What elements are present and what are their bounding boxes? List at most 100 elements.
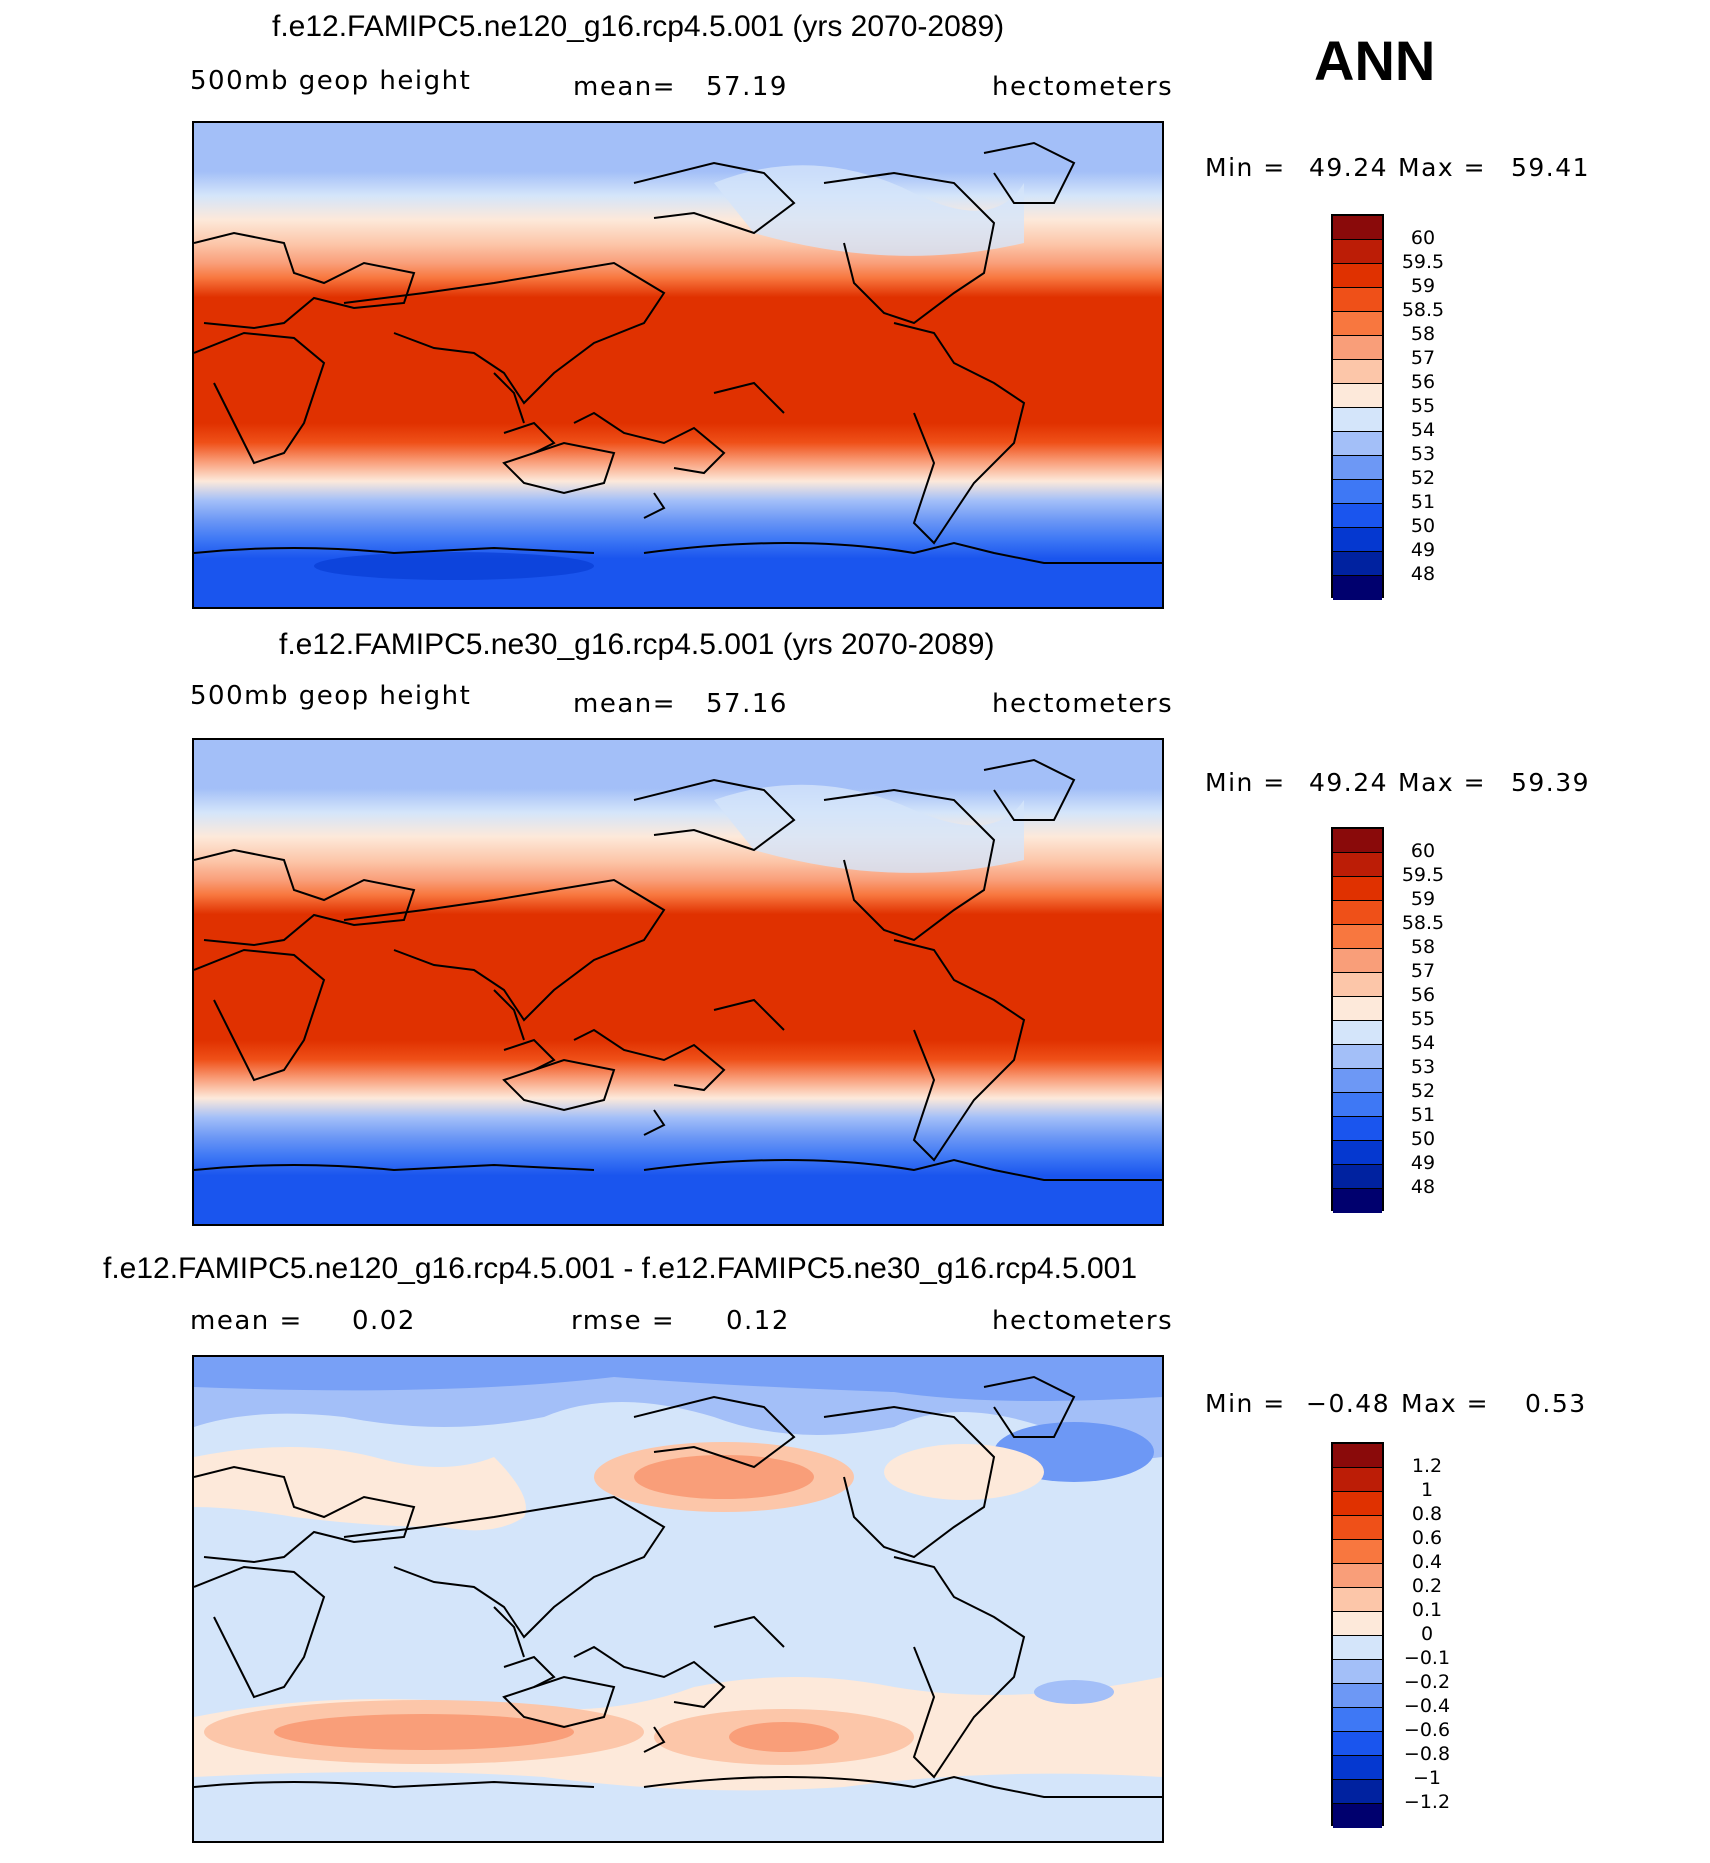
panel1-colorbar (1331, 214, 1384, 600)
panel3-colorbar-swatch (1333, 1732, 1382, 1756)
panel3-southern-core-west (274, 1714, 574, 1750)
panel2-colorbar-swatch (1333, 1117, 1382, 1141)
panel3-map (192, 1355, 1164, 1843)
panel2-colorbar-swatch (1333, 1021, 1382, 1045)
panel1-colorbar-swatch (1333, 264, 1382, 288)
panel1-colorbar-tick: 51 (1410, 491, 1436, 513)
panel1-colorbar-swatch (1333, 456, 1382, 480)
panel2-colorbar-tick: 53 (1410, 1056, 1436, 1078)
panel1-colorbar-tick: 59 (1410, 275, 1436, 297)
panel3-colorbar-tick: −1.2 (1403, 1791, 1451, 1813)
panel1-colorbar-tick: 49 (1410, 539, 1436, 561)
panel1-coastlines (194, 141, 1162, 564)
panel1-colorbar-tick: 48 (1410, 563, 1436, 585)
panel2-colorbar-swatch (1333, 1069, 1382, 1093)
panel2-min-label: Min = (1205, 768, 1286, 797)
panel3-colorbar-swatch (1333, 1780, 1382, 1804)
panel1-colorbar-tick: 58 (1410, 323, 1436, 345)
panel1-title: f.e12.FAMIPC5.ne120_g16.rcp4.5.001 (yrs … (272, 10, 1005, 43)
panel1-colorbar-swatch (1333, 408, 1382, 432)
panel3-max-value: 0.53 (1525, 1389, 1587, 1418)
panel1-max-value: 59.41 (1511, 153, 1591, 182)
panel3-colorbar-tick: 0.2 (1411, 1575, 1443, 1597)
panel3-colorbar-tick: 1.2 (1411, 1455, 1443, 1477)
panel3-colorbar-swatch (1333, 1516, 1382, 1540)
panel3-mean-label: mean = (190, 1306, 303, 1336)
panel3-colorbar-tick: 0.6 (1411, 1527, 1443, 1549)
panel3-colorbar-tick: 0.8 (1411, 1503, 1443, 1525)
panel1-colorbar-swatch (1333, 504, 1382, 528)
panel2-coastlines (194, 758, 1162, 1181)
panel1-colorbar-tick: 57 (1410, 347, 1436, 369)
panel3-min-label: Min = (1205, 1389, 1286, 1418)
panel2-colorbar-tick: 56 (1410, 984, 1436, 1006)
panel1-colorbar-swatch (1333, 480, 1382, 504)
panel2-max-label: Max = (1398, 768, 1487, 797)
panel1-min-label: Min = (1205, 153, 1286, 182)
panel3-southern-core-east (729, 1722, 839, 1752)
panel2-colorbar-tick: 57 (1410, 960, 1436, 982)
panel3-colorbar-swatch (1333, 1492, 1382, 1516)
panel2-colorbar-tick: 48 (1410, 1176, 1436, 1198)
panel2-colorbar-tick: 58 (1410, 936, 1436, 958)
panel1-colorbar-swatch (1333, 240, 1382, 264)
panel3-colorbar-tick: 0.1 (1411, 1599, 1443, 1621)
panel1-pacific-trough (714, 165, 1024, 256)
panel2-colorbar-swatch (1333, 949, 1382, 973)
panel2-colorbar-swatch (1333, 829, 1382, 853)
panel2-colorbar-tick: 59 (1410, 888, 1436, 910)
panel2-colorbar-swatch (1333, 997, 1382, 1021)
panel1-colorbar-tick: 53 (1410, 443, 1436, 465)
panel1-colorbar-swatch (1333, 552, 1382, 576)
panel3-units: hectometers (992, 1306, 1174, 1336)
panel3-pacific-core (634, 1455, 814, 1499)
panel2-pacific-trough (714, 784, 1024, 873)
panel3-colorbar-swatch (1333, 1660, 1382, 1684)
panel1-colorbar-tick: 55 (1410, 395, 1436, 417)
panel1-min-value: 49.24 (1309, 153, 1389, 182)
panel3-rmse-value: 0.12 (726, 1306, 790, 1336)
panel3-colorbar-tick: 0.4 (1411, 1551, 1443, 1573)
panel1-colorbar-tick: 60 (1410, 227, 1436, 249)
panel2-colorbar-swatch (1333, 1045, 1382, 1069)
panel3-title: f.e12.FAMIPC5.ne120_g16.rcp4.5.001 - f.e… (103, 1252, 1138, 1285)
panel3-colorbar-swatch (1333, 1636, 1382, 1660)
season-label: ANN (1314, 29, 1436, 92)
panel2-colorbar-swatch (1333, 1093, 1382, 1117)
panel2-colorbar-tick: 55 (1410, 1008, 1436, 1030)
panel3-south-atlantic-negative (1034, 1680, 1114, 1704)
panel2-colorbar-tick: 54 (1410, 1032, 1436, 1054)
panel1-colorbar-tick: 52 (1410, 467, 1436, 489)
panel3-colorbar-swatch (1333, 1468, 1382, 1492)
panel2-colorbar-swatch (1333, 901, 1382, 925)
panel3-colorbar-swatch (1333, 1444, 1382, 1468)
panel2-colorbar-tick: 52 (1410, 1080, 1436, 1102)
panel3-colorbar-swatch (1333, 1756, 1382, 1780)
panel1-colorbar-swatch (1333, 576, 1382, 600)
panel2-colorbar-tick: 60 (1410, 840, 1436, 862)
panel2-colorbar-tick: 51 (1410, 1104, 1436, 1126)
panel3-colorbar-tick: 1 (1420, 1479, 1434, 1501)
panel2-colorbar-tick: 59.5 (1401, 864, 1445, 886)
panel3-colorbar-tick: −0.8 (1403, 1743, 1451, 1765)
panel1-colorbar-swatch (1333, 432, 1382, 456)
panel3-colorbar-swatch (1333, 1708, 1382, 1732)
panel1-colorbar-swatch (1333, 384, 1382, 408)
panel2-colorbar-swatch (1333, 877, 1382, 901)
panel3-eurasia-positive (194, 1447, 526, 1531)
panel3-max-label: Max = (1401, 1389, 1490, 1418)
panel3-colorbar-tick: −0.4 (1403, 1695, 1451, 1717)
panel3-colorbar-swatch (1333, 1564, 1382, 1588)
panel3-arctic-core (194, 1357, 1162, 1401)
panel3-colorbar-tick: −0.6 (1403, 1719, 1451, 1741)
panel1-map (192, 121, 1164, 609)
panel1-colorbar-swatch (1333, 336, 1382, 360)
panel2-max-value: 59.39 (1511, 768, 1591, 797)
panel1-colorbar-swatch (1333, 528, 1382, 552)
panel1-colorbar-tick: 58.5 (1401, 299, 1445, 321)
panel1-colorbar-swatch (1333, 288, 1382, 312)
panel2-colorbar-swatch (1333, 1189, 1382, 1213)
panel2-colorbar-swatch (1333, 1141, 1382, 1165)
panel2-map (192, 738, 1164, 1226)
panel1-colorbar-tick: 56 (1410, 371, 1436, 393)
